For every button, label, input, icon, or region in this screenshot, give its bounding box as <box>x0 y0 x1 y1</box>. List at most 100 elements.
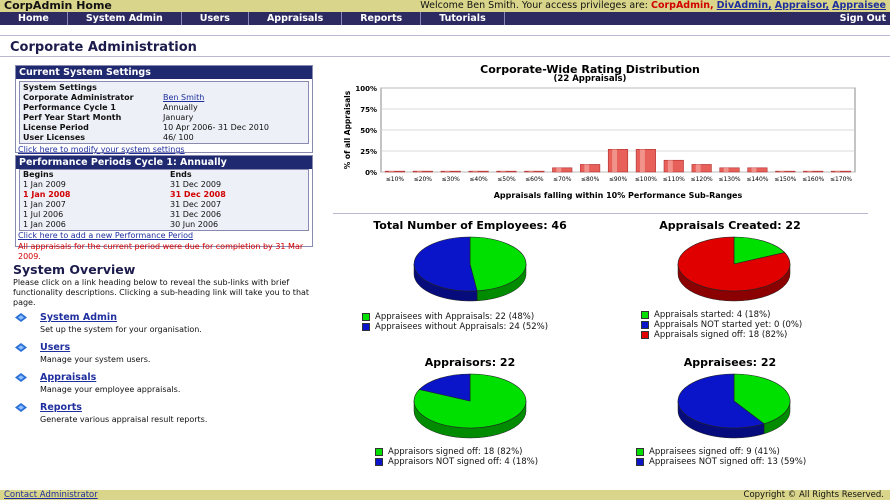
col-ends: Ends <box>170 170 192 179</box>
y-tick-label: 50% <box>360 127 377 135</box>
period-row: 1 Jan 2009 31 Dec 2009 <box>20 180 308 190</box>
welcome-text: Welcome Ben Smith. Your access privilege… <box>420 0 648 11</box>
overview-desc: Please click on a link heading below to … <box>13 278 310 307</box>
x-tick-label: ≤110% <box>663 176 685 183</box>
x-tick-label: ≤20% <box>414 176 433 183</box>
reports-link[interactable]: Reports <box>40 402 82 413</box>
period-ends: 30 Jun 2006 <box>170 220 219 229</box>
bar <box>524 170 545 173</box>
bar <box>440 170 461 173</box>
divider <box>0 35 890 36</box>
overview-item-desc: Manage your system users. <box>40 355 151 364</box>
top-bar: CorpAdmin Home Welcome Ben Smith. Your a… <box>0 0 890 12</box>
x-tick-label: ≤120% <box>691 176 713 183</box>
nav-tutorials[interactable]: Tutorials <box>421 12 505 25</box>
system-admin-link[interactable]: System Admin <box>40 312 117 323</box>
contact-admin-link[interactable]: Contact Administrator <box>4 490 98 500</box>
settings-key: Perf Year Start Month <box>23 113 122 122</box>
pie-slice <box>733 236 786 265</box>
y-tick-label: 25% <box>360 148 377 156</box>
period-ends: 31 Dec 2007 <box>170 200 222 209</box>
role-link-divadmin[interactable]: DivAdmin, <box>716 0 772 11</box>
legend-swatch <box>636 448 644 456</box>
pie-title: Total Number of Employees: 46 <box>373 219 567 232</box>
bar-chart-subtitle: (22 Appraisals) <box>553 74 627 84</box>
legend-label: Appraisees with Appraisals: 22 (48%) <box>375 312 535 322</box>
legend-item: Appraisees without Appraisals: 24 (52%) <box>362 322 548 332</box>
legend-label: Appraisees NOT signed off: 13 (59%) <box>649 457 807 467</box>
pie-title: Appraisees: 22 <box>683 356 777 369</box>
pie-slice <box>413 236 478 292</box>
legend-swatch <box>641 311 649 319</box>
pie-slice <box>677 236 791 292</box>
add-period-link[interactable]: Click here to add a new Performance Peri… <box>18 231 194 240</box>
legend-swatch <box>362 323 370 331</box>
overview-item-reports: Reports Generate various appraisal resul… <box>13 402 313 428</box>
settings-value: 10 Apr 2006- 31 Dec 2010 <box>163 123 269 132</box>
sign-out-button[interactable]: Sign Out <box>839 13 886 24</box>
bar <box>496 170 517 173</box>
settings-row: Corporate Administrator Ben Smith <box>20 93 308 103</box>
bar <box>384 170 406 173</box>
pie-slice <box>413 373 527 429</box>
employees-legend: Appraisees with Appraisals: 22 (48%) Appr… <box>362 312 548 332</box>
settings-value: Annually <box>163 103 198 112</box>
modify-settings-link[interactable]: Click here to modify your system setting… <box>18 145 185 154</box>
x-tick-label: ≤150% <box>774 176 796 183</box>
users-link[interactable]: Users <box>40 342 71 353</box>
x-tick-label: ≤50% <box>497 176 516 183</box>
footer: Contact Administrator Copyright © All Ri… <box>0 490 890 500</box>
x-tick-label: ≤70% <box>553 176 572 183</box>
settings-row: User Licenses 46/ 100 <box>20 133 308 143</box>
x-axis-label: Appraisals falling within 10% Performanc… <box>494 191 743 200</box>
settings-key: Corporate Administrator <box>23 93 134 102</box>
nav-home[interactable]: Home <box>0 12 68 25</box>
settings-value: January <box>163 113 194 122</box>
pie-title: Appraisals Created: 22 <box>659 219 801 232</box>
role-link-appraisee[interactable]: Appraisee <box>832 0 886 11</box>
bar <box>607 149 629 173</box>
nav-appraisals[interactable]: Appraisals <box>249 12 343 25</box>
settings-row: Performance Cycle 1 Annually <box>20 103 308 113</box>
y-tick-label: 0% <box>365 169 377 177</box>
nav-users[interactable]: Users <box>182 12 249 25</box>
appraisors-pie-chart <box>413 373 527 439</box>
legend-item: Appraisals signed off: 18 (82%) <box>641 330 802 340</box>
bar <box>635 149 656 173</box>
legend-label: Appraisals NOT started yet: 0 (0%) <box>654 320 803 330</box>
overview-item-appraisals: Appraisals Manage your employee appraisa… <box>13 372 313 398</box>
overview-item-users: Users Manage your system users. <box>13 342 313 368</box>
period-row-current: 1 Jan 2008 31 Dec 2008 <box>20 190 308 200</box>
nav-system-admin[interactable]: System Admin <box>68 12 182 25</box>
settings-value: 46/ 100 <box>163 133 194 142</box>
periods-table: Begins Ends 1 Jan 2009 31 Dec 2009 1 Jan 2… <box>19 169 309 231</box>
period-row: 1 Jan 2006 30 Jun 2006 <box>20 220 308 230</box>
copyright: Copyright © All Rights Reserved. <box>743 490 884 500</box>
pie-slice <box>677 373 765 429</box>
app-title: CorpAdmin Home <box>4 0 112 12</box>
periods-header-row: Begins Ends <box>20 170 308 180</box>
bar <box>663 159 684 173</box>
x-tick-label: ≤90% <box>609 176 628 183</box>
system-settings-panel: Current System Settings System Settings … <box>15 65 313 154</box>
diamond-bullet-icon <box>15 343 27 352</box>
period-ends: 31 Dec 2006 <box>170 210 222 219</box>
bar <box>552 167 573 173</box>
appraisals-created-pie-chart <box>677 236 791 302</box>
diamond-bullet-icon <box>15 373 27 382</box>
role-link-appraisor[interactable]: Appraisor, <box>774 0 830 11</box>
appraisals-legend: Appraisals started: 4 (18%) Appraisals NO… <box>641 310 802 340</box>
legend-label: Appraisees without Appraisals: 24 (52%) <box>375 322 549 332</box>
period-begins: 1 Jan 2009 <box>23 180 66 189</box>
nav-reports[interactable]: Reports <box>342 12 422 25</box>
settings-row: License Period 10 Apr 2006- 31 Dec 2010 <box>20 123 308 133</box>
pie-slice <box>469 236 527 292</box>
performance-periods-panel: Performance Periods Cycle 1: Annually Be… <box>15 155 313 261</box>
system-overview: System Overview Please click on a link h… <box>13 262 313 428</box>
due-warning: All appraisals for the current period we… <box>18 242 304 261</box>
corporate-admin-link[interactable]: Ben Smith <box>163 93 205 102</box>
legend-item: Appraisors signed off: 18 (82%) <box>375 447 538 457</box>
panel-title: Current System Settings <box>16 66 312 79</box>
appraisals-link[interactable]: Appraisals <box>40 372 97 383</box>
x-tick-label: ≤140% <box>746 176 768 183</box>
